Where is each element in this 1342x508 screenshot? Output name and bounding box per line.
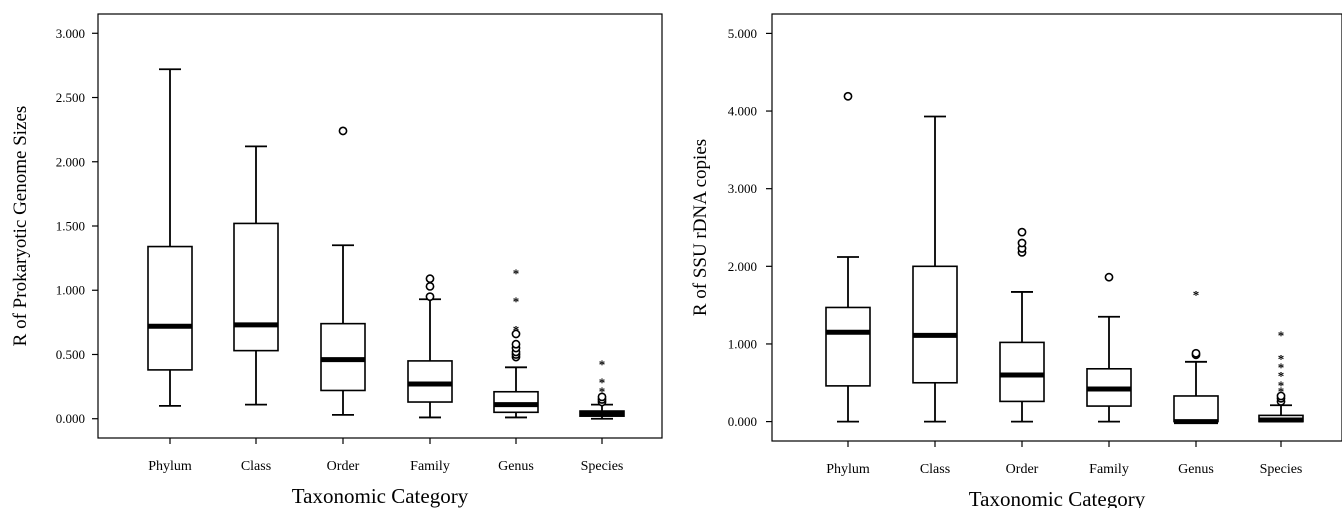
box-family: Family: [407, 274, 453, 474]
x-tick-label: Phylum: [148, 459, 192, 474]
outlier-point: [1017, 238, 1027, 248]
x-tick-label: Genus: [1178, 462, 1214, 477]
extreme-point: *: [1278, 384, 1285, 399]
box-species: Species***: [579, 357, 625, 474]
outlier-point: [1104, 272, 1114, 282]
outlier-point: [1191, 348, 1201, 358]
x-tick-label: Species: [1260, 462, 1303, 477]
extreme-point: *: [513, 266, 520, 281]
y-tick-label: 0.500: [56, 347, 85, 362]
outlier-point: [1017, 227, 1027, 237]
y-tick-label: 5.000: [728, 26, 757, 41]
chart-genome-sizes: 0.000 0.500 1.000 1.500 2.000 2.500 3.000 R of …: [10, 13, 663, 508]
y-tick-label: 4.000: [728, 104, 757, 119]
outlier-point: [425, 274, 435, 284]
box-iqr: [407, 360, 453, 403]
box-iqr: [493, 390, 539, 414]
box-iqr: [825, 306, 871, 387]
plot-frame: [771, 13, 1342, 442]
box-iqr: [320, 322, 366, 392]
x-tick-label: Species: [581, 459, 624, 474]
y-axis-label: R of Prokaryotic Genome Sizes: [10, 106, 31, 347]
extreme-point: *: [1278, 368, 1285, 383]
outlier-point: [1276, 391, 1286, 401]
outlier-point: [511, 329, 521, 339]
y-tick-label: 1.000: [728, 336, 757, 351]
box-class: Class: [233, 145, 279, 474]
y-tick-label: 2.000: [728, 259, 757, 274]
box-class: Class: [912, 115, 958, 477]
plot-frame: [97, 13, 663, 439]
y-tick-label: 1.000: [56, 283, 85, 298]
box-iqr: [912, 265, 958, 384]
y-tick-label: 3.000: [56, 26, 85, 41]
box-iqr: [147, 245, 193, 371]
x-tick-label: Family: [410, 459, 450, 474]
outlier-point: [597, 392, 607, 402]
box-iqr: [233, 222, 279, 352]
y-tick-label: 1.500: [56, 219, 85, 234]
x-axis-label: Taxonomic Category: [292, 484, 469, 508]
y-tick-label: 0.000: [728, 414, 757, 429]
y-tick-label: 2.000: [56, 154, 85, 169]
x-tick-label: Genus: [498, 459, 534, 474]
x-axis-label: Taxonomic Category: [969, 487, 1146, 508]
extreme-point: *: [599, 384, 606, 399]
box-phylum: Phylum: [147, 68, 193, 474]
box-family: Family: [1086, 272, 1132, 477]
box-iqr: [999, 341, 1045, 403]
x-tick-label: Order: [1006, 462, 1039, 477]
extreme-point: *: [599, 375, 606, 390]
x-tick-label: Order: [327, 459, 360, 474]
extreme-point: *: [1278, 351, 1285, 366]
extreme-point: *: [1278, 328, 1285, 343]
outlier-point: [425, 281, 435, 291]
x-tick-label: Class: [241, 459, 271, 474]
box-species: Species******: [1258, 328, 1304, 477]
outlier-point: [425, 292, 435, 302]
extreme-point: *: [1278, 378, 1285, 393]
extreme-point: *: [599, 357, 606, 372]
extreme-point: *: [1193, 288, 1200, 303]
y-tick-label: 3.000: [728, 181, 757, 196]
x-tick-label: Class: [920, 462, 950, 477]
y-axis-label: R of SSU rDNA copies: [690, 139, 711, 316]
x-tick-label: Phylum: [826, 462, 870, 477]
x-tick-label: Family: [1089, 462, 1129, 477]
outlier-point: [511, 339, 521, 349]
box-phylum: Phylum: [825, 91, 871, 477]
outlier-point: [338, 126, 348, 136]
y-tick-label: 2.500: [56, 90, 85, 105]
box-order: Order: [320, 126, 366, 474]
box-genus: Genus * * *: [493, 266, 539, 474]
extreme-point: *: [1278, 360, 1285, 375]
outlier-point: [843, 91, 853, 101]
extreme-point: *: [513, 294, 520, 309]
extreme-point: *: [513, 323, 520, 338]
box-iqr: [1173, 395, 1219, 423]
chart-ssu-rdna-copies: 0.000 1.000 2.000 3.000 4.000 5.000 R of SSU r…: [690, 13, 1342, 508]
box-order: Order: [999, 227, 1045, 477]
box-genus: Genus *: [1173, 288, 1219, 477]
y-tick-label: 0.000: [56, 411, 85, 426]
